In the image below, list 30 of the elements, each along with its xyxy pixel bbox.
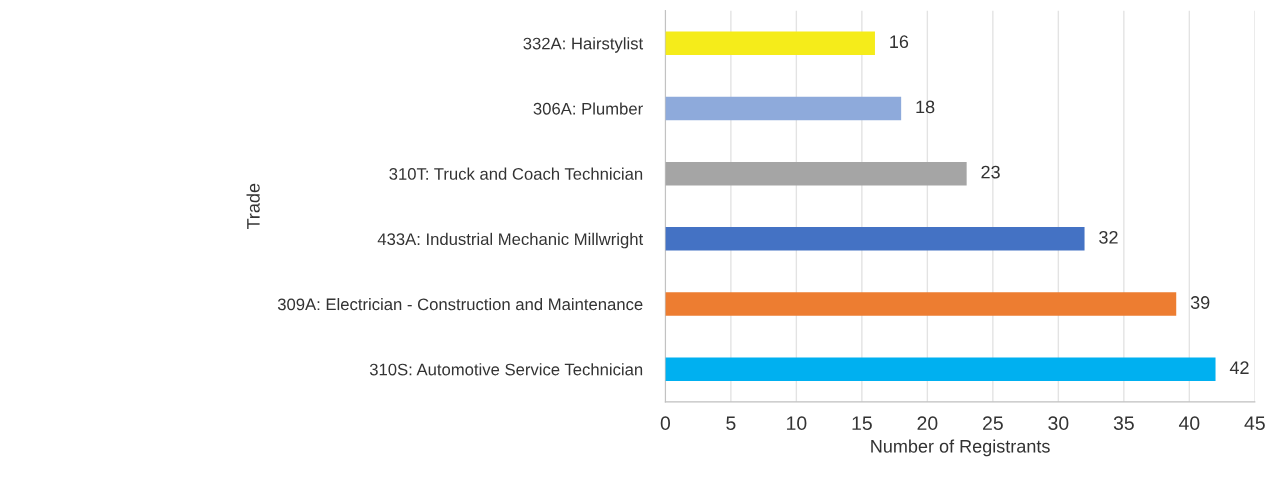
y-axis-title: Trade <box>246 183 260 230</box>
data-label: 42 <box>1229 361 1249 374</box>
x-tick-label: 30 <box>1048 416 1069 431</box>
data-label: 32 <box>1099 230 1118 244</box>
y-tick-label: 309A: Electrician - Construction and Maintenance <box>277 298 643 311</box>
x-tick-label: 25 <box>983 416 1003 431</box>
y-tick-label: 310S: Automotive Service Technician <box>369 363 643 376</box>
x-tick-label: 20 <box>917 416 938 431</box>
bar <box>665 31 875 55</box>
y-tick-label: 332A: Hairstylist <box>523 37 644 53</box>
bar <box>665 227 1085 251</box>
data-label: 16 <box>890 35 909 49</box>
bar <box>665 96 902 121</box>
y-tick-label: 310T: Truck and Coach Technician <box>389 167 643 180</box>
x-tick-label: 40 <box>1178 416 1200 431</box>
bar <box>665 292 1177 316</box>
data-label: 39 <box>1190 296 1210 309</box>
y-tick-label: 433A: Industrial Mechanic Millwright <box>377 232 644 249</box>
x-tick-label: 15 <box>852 416 872 431</box>
bar <box>665 357 1216 381</box>
x-tick-label: 0 <box>660 416 671 431</box>
x-tick-label: 5 <box>726 416 736 431</box>
x-tick-label: 10 <box>787 416 807 431</box>
x-tick-label: 35 <box>1113 416 1134 431</box>
x-axis-title: Number of Registrants <box>871 439 1050 457</box>
y-tick-label: 306A: Plumber <box>533 102 643 115</box>
data-label: 23 <box>981 165 1000 179</box>
x-tick-label: 45 <box>1244 416 1265 431</box>
bar <box>665 161 967 186</box>
data-label: 18 <box>916 100 935 114</box>
